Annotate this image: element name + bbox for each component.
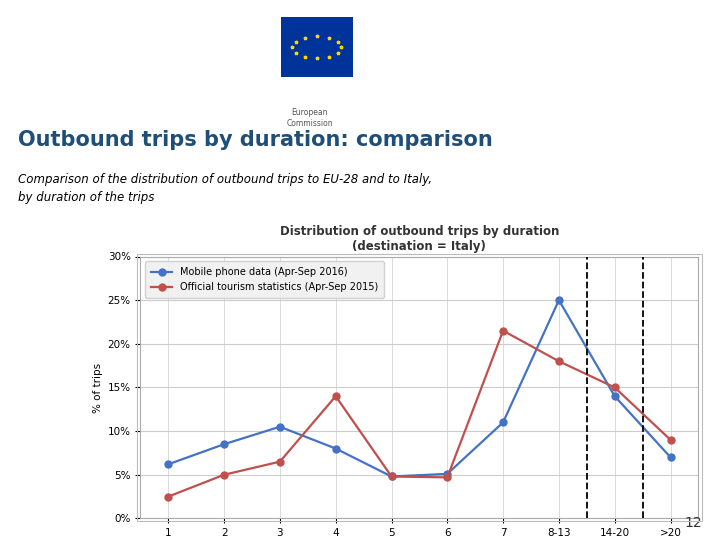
Official tourism statistics (Apr-Sep 2015) — [611, 384, 619, 391]
Mobile phone data (Apr-Sep 2016) — [220, 441, 228, 448]
Mobile phone data (Apr-Sep 2016) — [554, 297, 563, 303]
Official tourism statistics (Apr-Sep 2015) — [443, 474, 451, 481]
Mobile phone data (Apr-Sep 2016) — [331, 446, 340, 452]
FancyBboxPatch shape — [281, 17, 353, 77]
Mobile phone data (Apr-Sep 2016) — [164, 461, 173, 468]
Title: Distribution of outbound trips by duration
(destination = Italy): Distribution of outbound trips by durati… — [279, 225, 559, 253]
Official tourism statistics (Apr-Sep 2015) — [276, 458, 284, 465]
Text: Outbound trips by duration: comparison: Outbound trips by duration: comparison — [18, 130, 492, 150]
Official tourism statistics (Apr-Sep 2015) — [666, 436, 675, 443]
Text: 12: 12 — [685, 516, 702, 530]
Official tourism statistics (Apr-Sep 2015) — [220, 471, 228, 478]
Mobile phone data (Apr-Sep 2016) — [499, 419, 508, 426]
Official tourism statistics (Apr-Sep 2015) — [499, 327, 508, 334]
Mobile phone data (Apr-Sep 2016) — [666, 454, 675, 461]
Legend: Mobile phone data (Apr-Sep 2016), Official tourism statistics (Apr-Sep 2015): Mobile phone data (Apr-Sep 2016), Offici… — [145, 261, 384, 298]
Official tourism statistics (Apr-Sep 2015) — [331, 393, 340, 400]
Mobile phone data (Apr-Sep 2016) — [276, 423, 284, 430]
Official tourism statistics (Apr-Sep 2015) — [164, 494, 173, 500]
Official tourism statistics (Apr-Sep 2015) — [554, 358, 563, 365]
Y-axis label: % of trips: % of trips — [94, 362, 104, 413]
Mobile phone data (Apr-Sep 2016) — [443, 471, 451, 477]
Official tourism statistics (Apr-Sep 2015) — [387, 473, 396, 480]
Line: Mobile phone data (Apr-Sep 2016): Mobile phone data (Apr-Sep 2016) — [165, 296, 674, 480]
Line: Official tourism statistics (Apr-Sep 2015): Official tourism statistics (Apr-Sep 201… — [165, 327, 674, 500]
Text: Comparison of the distribution of outbound trips to EU-28 and to Italy,
by durat: Comparison of the distribution of outbou… — [18, 173, 432, 204]
Text: European
Commission: European Commission — [287, 108, 333, 128]
Mobile phone data (Apr-Sep 2016) — [611, 393, 619, 400]
Text: 3 – some results: 3 – some results — [482, 43, 698, 67]
Mobile phone data (Apr-Sep 2016) — [387, 473, 396, 480]
